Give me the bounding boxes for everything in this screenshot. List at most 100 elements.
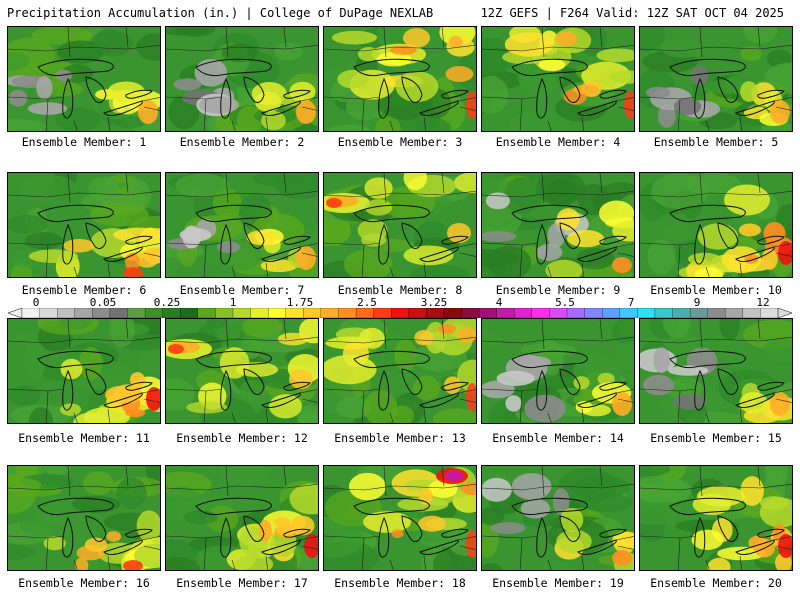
colorbar-bin [92,308,111,318]
ensemble-panel-5 [639,26,793,132]
colorbar-bin [760,308,779,318]
colorbar-bin [127,308,146,318]
precip-map [8,466,160,570]
colorbar-bin [566,308,586,318]
colorbar-bin [443,308,463,318]
ensemble-panel-10 [639,172,793,278]
colorbar-bin [461,308,480,318]
ensemble-panel-13 [323,318,477,424]
precip-map [640,27,792,131]
ensemble-panel-12 [165,318,319,424]
page-title: Precipitation Accumulation (in.) | Colle… [7,6,434,20]
colorbar-bin [267,308,287,318]
colorbar-bin [549,308,568,318]
colorbar-bin [285,308,304,318]
precip-map [324,27,476,131]
ensemble-panel-20 [639,465,793,571]
ensemble-panel-11 [7,318,161,424]
precip-map [640,466,792,570]
ensemble-member-label: Ensemble Member: 1 [21,135,147,149]
colorbar-bin [180,308,199,318]
colorbar-bin [232,308,252,318]
colorbar-tick-label: 0.25 [153,296,181,309]
ensemble-member-label: Ensemble Member: 6 [21,283,147,297]
run-info: 12Z GEFS | F264 Valid: 12Z SAT OCT 04 20… [480,6,784,20]
colorbar-tick-label: 7 [627,296,635,309]
ensemble-member-label: Ensemble Member: 2 [179,135,305,149]
precip-map [166,319,318,423]
ensemble-member-label: Ensemble Member: 17 [176,576,308,590]
ensemble-panel-19 [481,465,635,571]
colorbar-bin [197,308,217,318]
colorbar-bin [478,308,498,318]
ensemble-panel-14 [481,318,635,424]
colorbar-tick-label: 4 [495,296,503,309]
colorbar-bin [144,308,164,318]
ensemble-member-label: Ensemble Member: 18 [334,576,466,590]
colorbar-bin [672,308,691,318]
ensemble-member-label: Ensemble Member: 20 [650,576,782,590]
colorbar-bin [21,308,41,318]
colorbar-bin [707,308,726,318]
ensemble-member-label: Ensemble Member: 16 [18,576,150,590]
colorbar-bin [531,308,551,318]
colorbar-bin [619,308,638,318]
ensemble-member-label: Ensemble Member: 8 [337,283,463,297]
colorbar-bin [514,308,533,318]
precip-map [8,27,160,131]
ensemble-panel-15 [639,318,793,424]
ensemble-panel-1 [7,26,161,132]
ensemble-panel-16 [7,465,161,571]
precip-map [640,173,792,277]
ensemble-member-label: Ensemble Member: 4 [495,135,621,149]
precip-map [482,173,634,277]
precip-map [482,319,634,423]
ensemble-panel-9 [481,172,635,278]
colorbar-bin [496,308,515,318]
colorbar-bin [584,308,603,318]
colorbar-bin [162,308,181,318]
colorbar-bin [338,308,357,318]
ensemble-panel-6 [7,172,161,278]
colorbar-tick-label: 1 [229,296,237,309]
colorbar-bin [725,308,744,318]
colorbar-bin [742,308,762,318]
colorbar-bin [250,308,269,318]
colorbar-bin [215,308,234,318]
precip-colorbar [8,308,792,318]
colorbar-bin [654,308,674,318]
colorbar-bin [602,308,621,318]
colorbar-bin [109,308,129,318]
ensemble-panel-8 [323,172,477,278]
precip-map [324,173,476,277]
colorbar-min-arrow [8,308,23,318]
colorbar-tick-label: 12 [756,296,770,309]
colorbar-bin [355,308,375,318]
colorbar-bin [57,308,76,318]
colorbar-bin [373,308,392,318]
precip-map [166,173,318,277]
ensemble-member-label: Ensemble Member: 5 [653,135,779,149]
ensemble-member-label: Ensemble Member: 13 [334,431,466,445]
ensemble-member-label: Ensemble Member: 15 [650,431,782,445]
colorbar-bin [74,308,93,318]
precip-map [324,466,476,570]
ensemble-panel-2 [165,26,319,132]
colorbar-bin [39,308,58,318]
colorbar-bin [408,308,428,318]
colorbar-tick-label: 3.25 [420,296,448,309]
precip-map [166,466,318,570]
colorbar-tick-label: 0.05 [89,296,117,309]
precip-map [8,173,160,277]
precip-map [640,319,792,423]
colorbar-tick-label: 0 [32,296,40,309]
ensemble-panel-3 [323,26,477,132]
ensemble-member-label: Ensemble Member: 12 [176,431,308,445]
colorbar-bin [320,308,340,318]
colorbar-bin [637,308,656,318]
ensemble-panel-4 [481,26,635,132]
ensemble-member-label: Ensemble Member: 14 [492,431,624,445]
ensemble-member-label: Ensemble Member: 3 [337,135,463,149]
ensemble-member-label: Ensemble Member: 9 [495,283,621,297]
ensemble-panel-17 [165,465,319,571]
